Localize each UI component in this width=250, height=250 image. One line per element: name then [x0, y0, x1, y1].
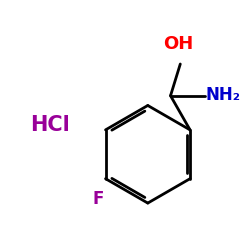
Text: HCl: HCl [30, 115, 70, 135]
Text: F: F [92, 190, 104, 208]
Text: NH₂: NH₂ [206, 86, 241, 103]
Text: OH: OH [163, 35, 193, 53]
